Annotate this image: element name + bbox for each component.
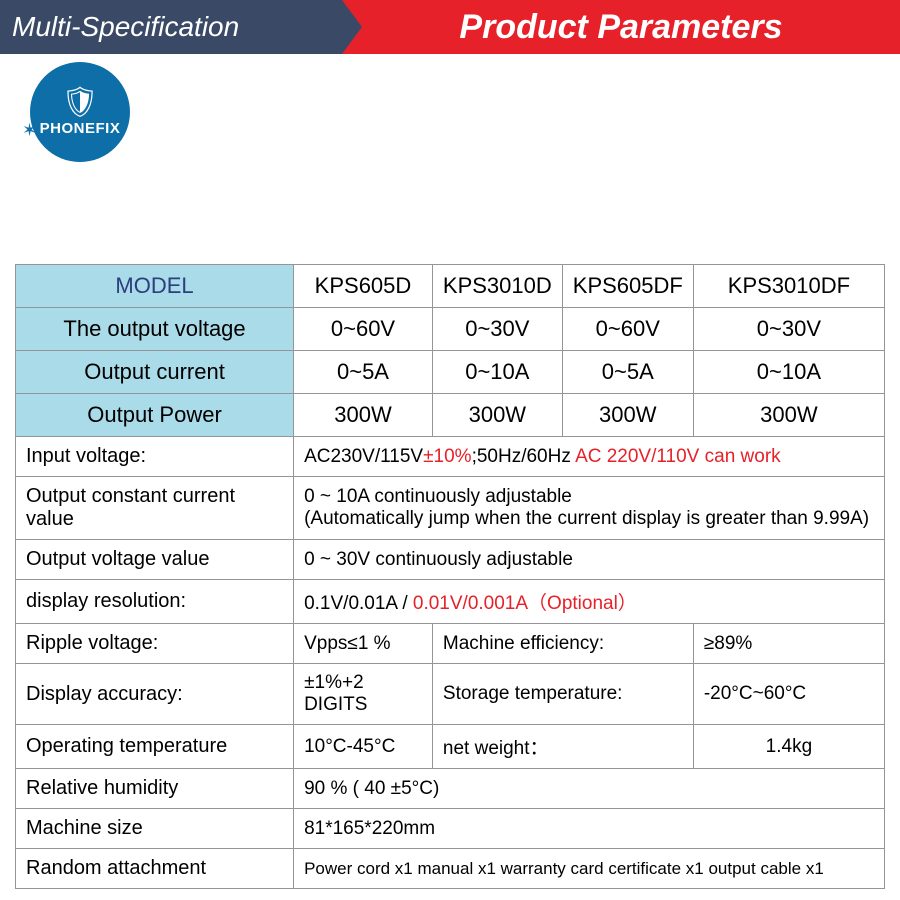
cell: 0~10A <box>432 351 562 394</box>
text: ;50Hz/60Hz <box>472 446 576 467</box>
table-row: Ripple voltage: Vpps≤1 % Machine efficie… <box>16 624 885 664</box>
text-red: AC 220V/110V can work <box>575 446 781 467</box>
brand-logo: ✶ 🛡 PHONEFIX <box>30 62 130 162</box>
cell: Vpps≤1 % <box>294 624 433 664</box>
row-label: Relative humidity <box>16 769 294 809</box>
cell: 300W <box>294 394 433 437</box>
row-label: Random attachment <box>16 849 294 889</box>
text: 0 ~ 10A continuously adjustable <box>304 486 874 508</box>
cell: ≥89% <box>693 624 884 664</box>
cell: Power cord x1 manual x1 warranty card ce… <box>294 849 885 889</box>
table-row: Relative humidity 90 % ( 40 ±5°C) <box>16 769 885 809</box>
model-col: KPS3010D <box>432 265 562 308</box>
row-label: Operating temperature <box>16 725 294 769</box>
model-col: KPS605DF <box>562 265 693 308</box>
spec-table: MODEL KPS605D KPS3010D KPS605DF KPS3010D… <box>15 264 885 889</box>
table-row: Random attachment Power cord x1 manual x… <box>16 849 885 889</box>
cell: 0 ~ 30V continuously adjustable <box>294 540 885 580</box>
spec-table-wrap: MODEL KPS605D KPS3010D KPS605DF KPS3010D… <box>0 264 900 889</box>
row-label: Output constant current value <box>16 477 294 540</box>
model-col: KPS605D <box>294 265 433 308</box>
table-row: The output voltage 0~60V 0~30V 0~60V 0~3… <box>16 308 885 351</box>
cell: 0~30V <box>432 308 562 351</box>
cell: 81*165*220mm <box>294 809 885 849</box>
row-label: Display accuracy: <box>16 664 294 725</box>
cell: 10°C-45°C <box>294 725 433 769</box>
cell: 300W <box>432 394 562 437</box>
table-row: Output constant current value 0 ~ 10A co… <box>16 477 885 540</box>
row-label: Output current <box>16 351 294 394</box>
row-label: Machine efficiency: <box>432 624 693 664</box>
table-row: Display accuracy: ±1%+2 DIGITS Storage t… <box>16 664 885 725</box>
table-row: MODEL KPS605D KPS3010D KPS605DF KPS3010D… <box>16 265 885 308</box>
model-header-cell: MODEL <box>16 265 294 308</box>
cell: ±1%+2 DIGITS <box>294 664 433 725</box>
header-bar: Multi-Specification Product Parameters <box>0 0 900 54</box>
model-col: KPS3010DF <box>693 265 884 308</box>
row-label: Machine size <box>16 809 294 849</box>
table-row: Input voltage: AC230V/115V±10%;50Hz/60Hz… <box>16 437 885 477</box>
row-label: Output voltage value <box>16 540 294 580</box>
text: AC230V/115V <box>304 446 423 467</box>
table-row: Machine size 81*165*220mm <box>16 809 885 849</box>
gear-icon: ✶ <box>22 120 37 141</box>
cell: 0~30V <box>693 308 884 351</box>
cell: 0~60V <box>562 308 693 351</box>
row-label: Output Power <box>16 394 294 437</box>
cell: 300W <box>693 394 884 437</box>
cell: 0~5A <box>294 351 433 394</box>
table-row: Operating temperature 10°C-45°C net weig… <box>16 725 885 769</box>
text: 0.1V/0.01A / <box>304 593 413 614</box>
header-left: Multi-Specification <box>0 0 342 54</box>
cell: -20°C~60°C <box>693 664 884 725</box>
text: (Automatically jump when the current dis… <box>304 508 874 530</box>
header-right: Product Parameters <box>342 0 900 54</box>
cell: 0 ~ 10A continuously adjustable (Automat… <box>294 477 885 540</box>
text-red: 0.01V/0.001A（Optional） <box>413 593 637 614</box>
table-row: Output voltage value 0 ~ 30V continuousl… <box>16 540 885 580</box>
cell: 300W <box>562 394 693 437</box>
row-label: Ripple voltage: <box>16 624 294 664</box>
table-row: display resolution: 0.1V/0.01A / 0.01V/0… <box>16 580 885 624</box>
logo-circle: 🛡 PHONEFIX <box>30 62 130 162</box>
logo-text: PHONEFIX <box>40 120 121 137</box>
row-label: Input voltage: <box>16 437 294 477</box>
cell: 0~60V <box>294 308 433 351</box>
row-label: Storage temperature: <box>432 664 693 725</box>
cell: 90 % ( 40 ±5°C) <box>294 769 885 809</box>
cell: AC230V/115V±10%;50Hz/60Hz AC 220V/110V c… <box>294 437 885 477</box>
row-label: The output voltage <box>16 308 294 351</box>
cell: 0~5A <box>562 351 693 394</box>
shield-icon: 🛡 <box>61 88 99 118</box>
text-red: ±10% <box>423 446 471 467</box>
cell: 1.4kg <box>693 725 884 769</box>
table-row: Output Power 300W 300W 300W 300W <box>16 394 885 437</box>
row-label: display resolution: <box>16 580 294 624</box>
cell: 0.1V/0.01A / 0.01V/0.001A（Optional） <box>294 580 885 624</box>
cell: 0~10A <box>693 351 884 394</box>
table-row: Output current 0~5A 0~10A 0~5A 0~10A <box>16 351 885 394</box>
row-label: net weight： <box>432 725 693 769</box>
